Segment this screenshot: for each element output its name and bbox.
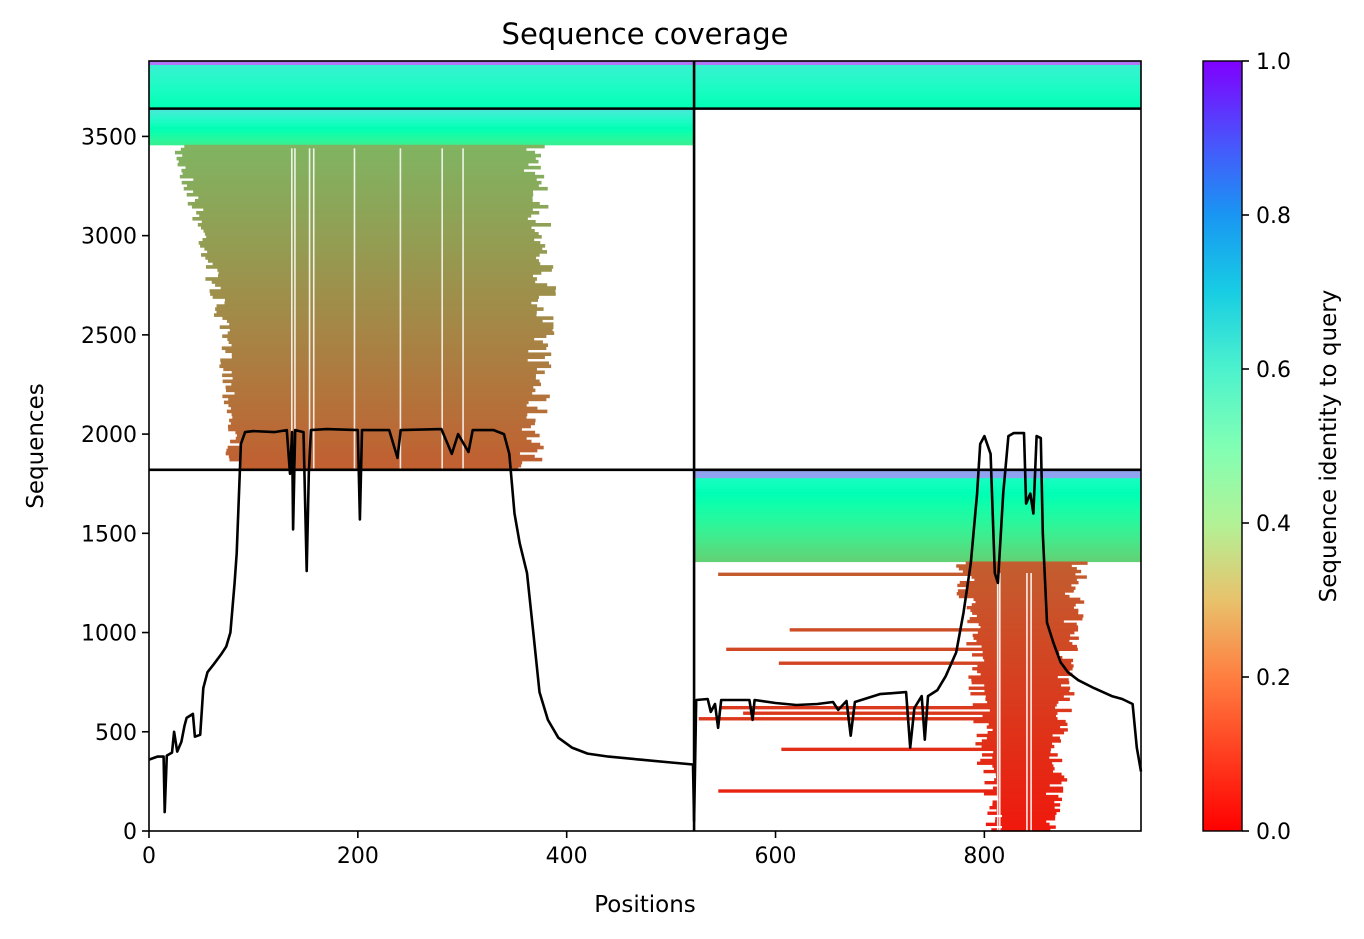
y-tick-label: 2000 [81,423,137,448]
colorbar-tick-label: 0.4 [1256,512,1291,537]
colorbar-tick-label: 0.0 [1256,820,1291,845]
msa-heatmap [149,61,1141,832]
y-axis: 0 500 1000 1500 2000 2500 3000 3500 [81,125,149,845]
x-tick-label: 0 [142,844,156,869]
x-tick-label: 200 [337,844,379,869]
y-tick-label: 3500 [81,125,137,150]
msa-block-chain-a [149,108,695,471]
plot-frame [148,60,1142,832]
y-tick-label: 1000 [81,622,137,647]
x-tick-label: 600 [755,844,797,869]
colorbar-ticks: 0.0 0.2 0.4 0.6 0.8 1.0 [1242,50,1291,845]
plot-area [148,60,1143,832]
y-tick-label: 1500 [81,522,137,547]
y-tick-label: 3000 [81,225,137,250]
colorbar: 0.0 0.2 0.4 0.6 0.8 1.0 Sequence identity to … [1202,50,1342,845]
y-tick-label: 2500 [81,324,137,349]
colorbar-tick-label: 1.0 [1256,50,1291,75]
coverage-line [148,427,1143,823]
y-axis-label: Sequences [23,383,49,508]
colorbar-tick-label: 0.2 [1256,666,1291,691]
y-tick-label: 0 [123,820,137,845]
msa-block-chain-b [694,469,1141,832]
colorbar-label: Sequence identity to query [1316,290,1342,603]
x-tick-label: 400 [546,844,588,869]
x-axis-label: Positions [594,892,696,918]
colorbar-tick-label: 0.8 [1256,204,1291,229]
msa-block-paired [149,61,1141,110]
x-tick-label: 800 [963,844,1005,869]
chart-title: Sequence coverage [502,17,789,51]
y-tick-label: 500 [95,721,137,746]
block-borders [149,61,1141,831]
colorbar-tick-label: 0.6 [1256,358,1291,383]
colorbar-gradient [1202,60,1243,832]
x-axis: 0 200 400 600 800 [142,831,1005,869]
